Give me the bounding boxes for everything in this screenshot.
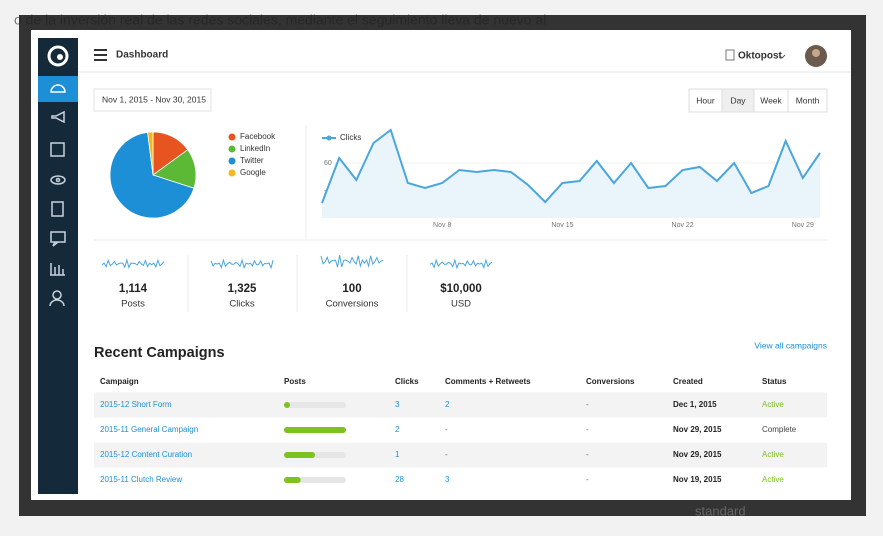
view-all-link[interactable]: View all campaigns	[754, 340, 827, 350]
row-bg	[94, 392, 827, 418]
sidebar-active[interactable]	[38, 76, 78, 102]
range-button-label: Month	[796, 95, 820, 105]
legend-label: Twitter	[240, 156, 264, 165]
campaign-name[interactable]: 2015-12 Content Curation	[100, 450, 192, 459]
menu-icon[interactable]	[94, 49, 107, 61]
stat-value: 1,114	[119, 283, 148, 295]
cell: 2	[395, 425, 400, 434]
column-header: Comments + Retweets	[445, 377, 531, 386]
caret	[778, 54, 786, 59]
legend-label: Google	[240, 168, 266, 177]
stat-value: 1,325	[228, 283, 257, 295]
legend-swatch	[228, 157, 236, 165]
status: Complete	[762, 425, 797, 434]
legend-label: Clicks	[340, 133, 361, 142]
cell: 1	[395, 450, 400, 459]
sidebar-icons	[49, 84, 66, 307]
pie-slice	[147, 131, 154, 176]
cell: -	[586, 425, 589, 434]
background-text: standard	[695, 503, 746, 518]
section-title: Recent Campaigns	[94, 345, 225, 361]
posts-bar	[284, 427, 346, 433]
legend-swatch	[228, 169, 236, 177]
legend-label: Facebook	[240, 132, 276, 141]
sparkline	[101, 258, 165, 269]
sparkline	[210, 258, 274, 270]
status: Active	[762, 400, 784, 409]
cell: -	[586, 475, 589, 484]
account-name[interactable]: Oktopost	[738, 51, 783, 62]
status: Active	[762, 475, 784, 484]
column-header: Status	[762, 377, 787, 386]
cell: 28	[395, 475, 404, 484]
legend-dot	[326, 135, 332, 141]
pie-slice	[109, 131, 195, 219]
area	[322, 130, 820, 218]
line	[321, 128, 821, 204]
status: Active	[762, 450, 784, 459]
cell: -	[586, 400, 589, 409]
account-icon	[725, 49, 735, 61]
legend-swatch	[228, 145, 236, 153]
sparkline	[320, 255, 384, 268]
campaign-name[interactable]: 2015-11 General Campaign	[100, 425, 198, 434]
stat-value: $10,000	[440, 283, 482, 295]
created: Nov 29, 2015	[673, 450, 722, 459]
cell: -	[445, 425, 448, 434]
cell: 3	[395, 400, 400, 409]
logo	[57, 54, 63, 60]
column-header: Conversions	[586, 377, 635, 386]
column-header: Posts	[284, 377, 306, 386]
date-range: Nov 1, 2015 - Nov 30, 2015	[102, 94, 206, 104]
created: Nov 19, 2015	[673, 475, 722, 484]
stat-label: Conversions	[326, 299, 379, 310]
legend-label: LinkedIn	[240, 144, 270, 153]
x-tick-label: Nov 29	[792, 222, 814, 229]
range-button-label: Week	[760, 95, 782, 105]
campaign-name[interactable]: 2015-12 Short Form	[100, 400, 172, 409]
column-header: Clicks	[395, 377, 419, 386]
sidebar	[38, 38, 78, 494]
created: Dec 1, 2015	[673, 400, 717, 409]
range-button[interactable]	[787, 88, 828, 113]
cell: 2	[445, 400, 450, 409]
range-button-label: Day	[730, 95, 746, 105]
cell: 3	[445, 475, 450, 484]
posts-bar	[284, 477, 301, 483]
logo	[47, 45, 69, 67]
sparkline	[429, 258, 493, 270]
campaign-name[interactable]: 2015-11 Clutch Review	[100, 475, 182, 484]
column-header: Created	[673, 377, 703, 386]
cell: -	[445, 450, 448, 459]
row-bg	[94, 442, 827, 468]
posts-track	[284, 402, 346, 408]
stat-label: Posts	[121, 299, 145, 310]
cell: -	[586, 450, 589, 459]
date-picker[interactable]	[93, 88, 212, 112]
posts-bar	[284, 402, 290, 408]
legend-swatch	[228, 133, 236, 141]
stat-value: 100	[342, 283, 361, 295]
avatar	[812, 49, 820, 57]
created: Nov 29, 2015	[673, 425, 722, 434]
stat-label: USD	[451, 299, 471, 310]
column-header: Campaign	[100, 377, 139, 386]
x-tick-label: Nov 8	[433, 222, 451, 229]
posts-bar	[284, 452, 315, 458]
range-button-label: Hour	[696, 95, 715, 105]
y-tick-label: 60	[324, 160, 332, 167]
x-tick-label: Nov 15	[551, 222, 573, 229]
stat-label: Clicks	[229, 299, 255, 310]
header-title: Dashboard	[116, 50, 168, 61]
x-tick-label: Nov 22	[672, 222, 694, 229]
